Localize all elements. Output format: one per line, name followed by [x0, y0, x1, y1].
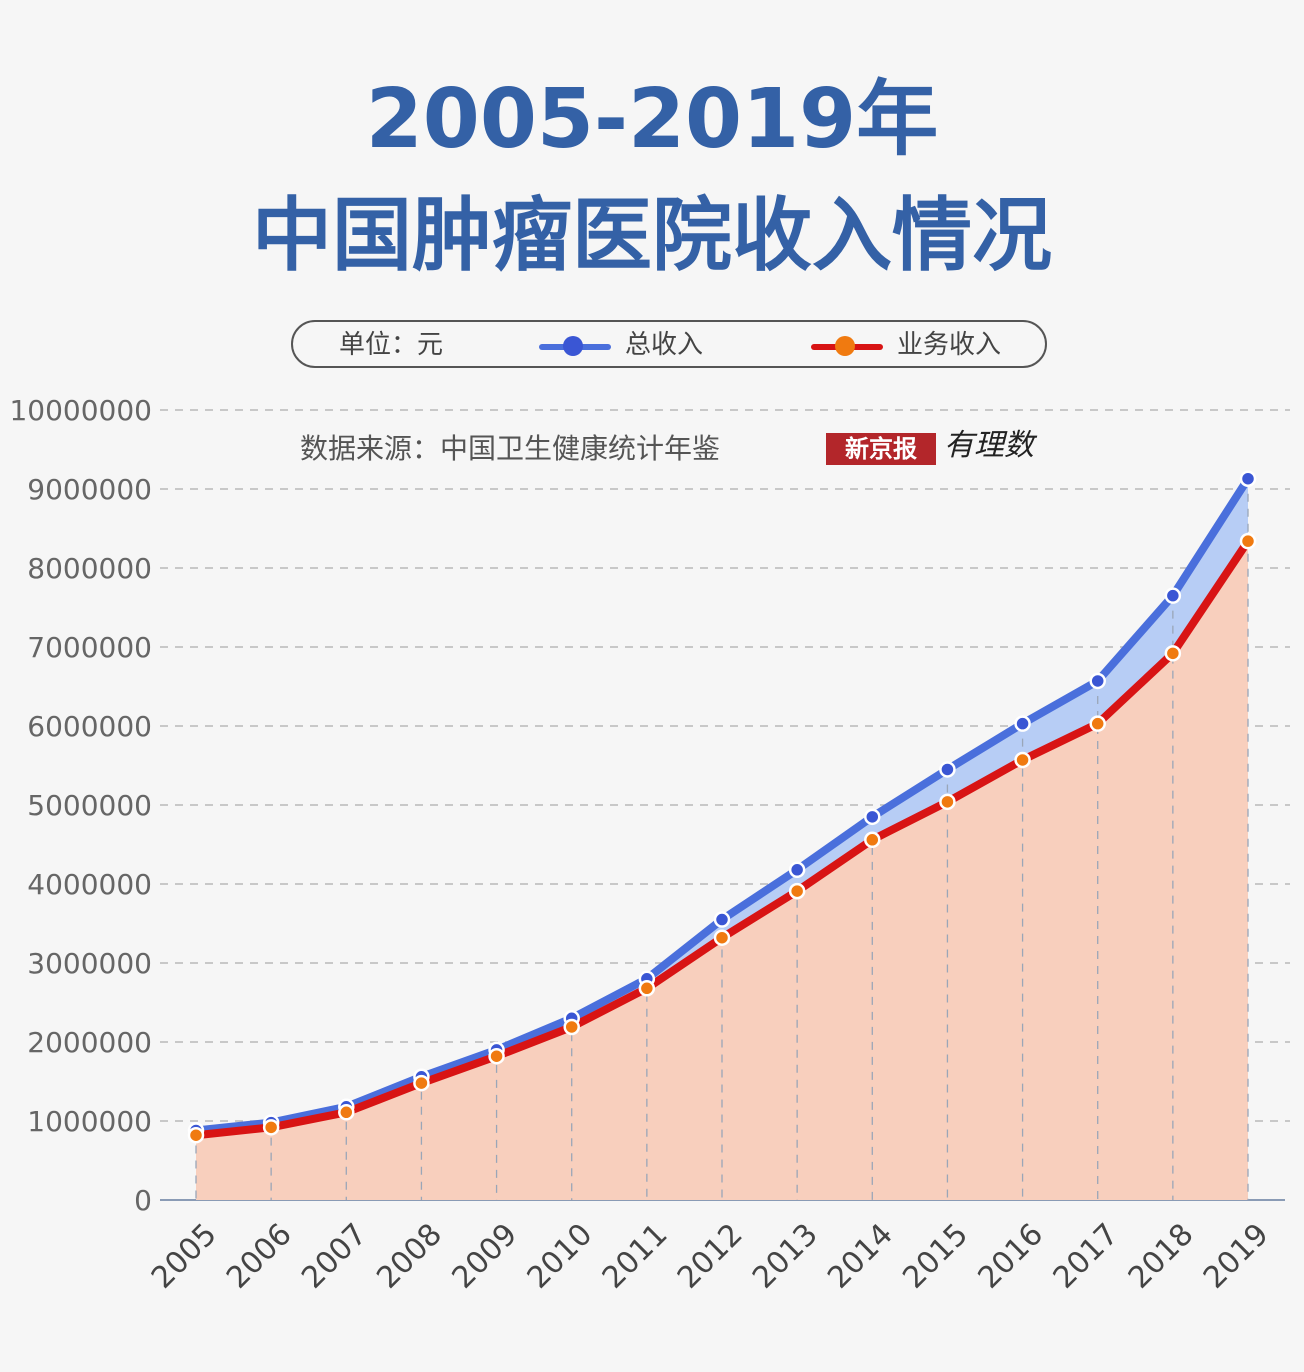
point-business — [713, 929, 731, 946]
point-business — [563, 1018, 580, 1036]
x-tick-label: 2007 — [295, 1217, 374, 1296]
x-axis-ticks: 2005200620072008200920102011201220132014… — [145, 1217, 1276, 1296]
point-business — [638, 980, 656, 997]
area-business — [196, 541, 1248, 1200]
point-total — [1239, 470, 1257, 487]
y-tick-label: 3000000 — [27, 947, 152, 980]
point-business — [1014, 751, 1031, 769]
x-tick-label: 2013 — [746, 1217, 825, 1296]
y-tick-label: 1000000 — [27, 1105, 152, 1138]
x-tick-label: 2015 — [896, 1217, 975, 1296]
y-tick-label: 9000000 — [27, 473, 152, 506]
point-business — [939, 793, 956, 811]
chart-title-line1: 2005-2019年 — [365, 72, 939, 167]
data-source: 数据来源：中国卫生健康统计年鉴 — [300, 432, 721, 465]
vertical-guides — [195, 478, 1249, 1200]
x-tick-label: 2008 — [370, 1217, 449, 1296]
legend-unit: 单位：元 — [339, 330, 444, 360]
x-tick-label: 2009 — [445, 1217, 524, 1296]
x-tick-label: 2018 — [1122, 1217, 1201, 1296]
point-business — [338, 1104, 355, 1121]
point-business — [1164, 645, 1182, 662]
x-tick-label: 2016 — [971, 1217, 1050, 1296]
point-total — [1089, 672, 1106, 690]
y-tick-label: 10000000 — [9, 394, 152, 427]
x-tick-label: 2006 — [220, 1217, 299, 1296]
point-business — [187, 1126, 205, 1144]
x-tick-label: 2011 — [596, 1217, 675, 1296]
x-tick-label: 2012 — [671, 1217, 750, 1296]
x-tick-label: 2014 — [821, 1217, 900, 1296]
point-business — [1239, 532, 1257, 550]
point-total — [864, 808, 881, 826]
chart-title-line2: 中国肿瘤医院收入情况 — [252, 189, 1052, 282]
y-tick-label: 2000000 — [27, 1026, 152, 1059]
legend-dot-business — [835, 336, 855, 356]
point-total — [1164, 587, 1182, 604]
legend: 单位：元 总收入 业务收入 — [291, 320, 1047, 368]
y-tick-label: 4000000 — [27, 868, 152, 901]
x-tick-label: 2019 — [1197, 1217, 1276, 1296]
legend-label-total: 总收入 — [625, 330, 704, 360]
x-tick-label: 2017 — [1047, 1217, 1126, 1296]
y-tick-label: 5000000 — [27, 789, 152, 822]
legend-label-business: 业务收入 — [897, 330, 1002, 360]
point-total — [788, 861, 806, 879]
x-tick-label: 2010 — [521, 1217, 600, 1296]
point-business — [262, 1119, 280, 1136]
y-axis-ticks: 0 1000000 2000000 3000000 4000000 5000000 6000… — [9, 394, 152, 1217]
point-total — [713, 911, 731, 928]
series-points — [187, 470, 1257, 1144]
y-tick-label: 0 — [134, 1184, 152, 1217]
point-business — [788, 882, 806, 900]
point-total — [1014, 715, 1031, 732]
point-business — [488, 1047, 505, 1065]
y-tick-label: 8000000 — [27, 552, 152, 585]
y-tick-label: 7000000 — [27, 631, 152, 664]
x-tick-label: 2005 — [145, 1217, 224, 1296]
point-total — [939, 761, 956, 778]
y-tick-label: 6000000 — [27, 710, 152, 743]
point-business — [1089, 715, 1106, 732]
area-fills — [196, 478, 1248, 1201]
point-business — [413, 1074, 430, 1092]
point-business — [864, 831, 881, 849]
brand-logo: 新京报 — [826, 433, 936, 465]
legend-dot-total — [563, 336, 583, 356]
brand-subtitle: 有理数 — [944, 428, 1034, 463]
